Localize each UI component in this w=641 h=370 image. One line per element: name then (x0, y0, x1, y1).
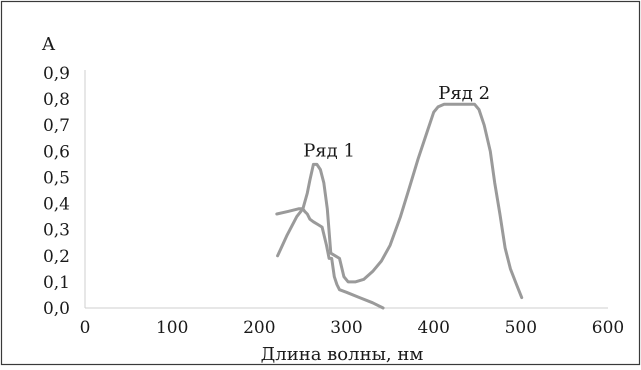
series-annotation: Ряд 2 (438, 83, 490, 104)
y-tick-label: 0,4 (43, 195, 70, 215)
y-tick-label: 0,2 (43, 247, 70, 267)
x-tick-label: 100 (156, 318, 188, 338)
y-tick-label: 0,1 (43, 273, 70, 293)
y-tick-label: 0,6 (43, 142, 70, 162)
x-tick-label: 400 (417, 318, 449, 338)
x-tick-label: 500 (505, 318, 537, 338)
series-annotation: Ряд 1 (303, 141, 355, 162)
axes (84, 70, 608, 309)
series-layer (275, 102, 524, 310)
y-tick-label: 0,0 (43, 299, 70, 319)
y-tick-label: 0,8 (43, 90, 70, 110)
y-tick-label: 0,3 (43, 221, 70, 241)
y-tick-label: 0,5 (43, 168, 70, 188)
series-line-2 (276, 102, 524, 300)
y-tick-label: 0,7 (43, 116, 70, 136)
x-tick-label: 300 (330, 318, 362, 338)
x-tick-label: 0 (80, 318, 91, 338)
x-tick-labels: 0 100 200 300 400 500 600 (80, 318, 625, 338)
x-axis-title: Длина волны, нм (261, 344, 424, 365)
y-tick-label: 0,9 (43, 64, 70, 84)
x-tick-label: 600 (592, 318, 624, 338)
annotation-layer: Ряд 1 Ряд 2 (303, 83, 490, 161)
y-axis-title: A (41, 34, 56, 55)
x-tick-label: 200 (243, 318, 275, 338)
y-tick-labels: 0,0 0,1 0,2 0,3 0,4 0,5 0,6 0,7 0,8 0,9 (43, 64, 70, 319)
